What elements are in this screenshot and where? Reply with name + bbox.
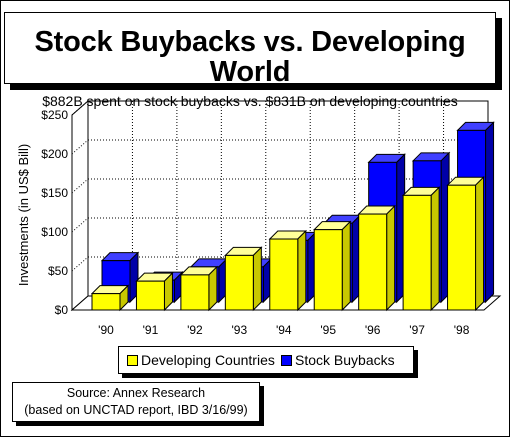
x-tick-label: '96 [365,323,381,337]
source-note: Source: Annex Research (based on UNCTAD … [12,382,260,422]
bar-developing-countries-3-side [252,246,262,312]
axes: $0 $50 $100 $150 $200 $250 '90 '91 '92 '93 '94 '95 '… [41,108,469,337]
bar-developing-countries-6-side [386,204,396,312]
bar-developing-countries-5-side [341,220,351,312]
x-tick-label: '90 [98,323,114,337]
legend-label-developing-countries: Developing Countries [141,352,275,368]
bar-developing-countries-8-front [447,184,477,311]
y-axis-label: Investments (in US$ Bill) [16,144,31,286]
bar-developing-countries-7-front [402,194,432,311]
bar-developing-countries-3 [224,246,263,312]
x-tick-label: '93 [232,323,248,337]
bars [90,121,495,312]
bar-stock-buybacks-8-side [485,121,495,304]
x-tick-label: '95 [320,323,336,337]
bar-developing-countries-6 [357,204,396,312]
bar-developing-countries-6-front [358,213,388,311]
grid-line-h-side [71,139,89,155]
left-wall [71,99,89,312]
source-line-1: Source: Annex Research [66,386,206,400]
y-tick-label: $250 [41,108,68,122]
x-tick-label: '91 [143,323,159,337]
bar-developing-countries-7-side [430,186,440,312]
bar-developing-countries-0-front [91,293,121,311]
chart-subtitle: $882B spent on stock buybacks vs. $831B … [42,93,458,109]
y-tick-label: $100 [41,225,68,239]
title-box: Stock Buybacks vs. Developing World $882… [4,12,496,109]
grid-line-h-side [71,217,89,233]
legend-label-stock-buybacks: Stock Buybacks [295,352,395,368]
bar-developing-countries-2-front [180,274,210,311]
legend-swatch-stock-buybacks [281,355,292,366]
bar-developing-countries-5-front [313,229,343,311]
bar-developing-countries-7 [401,186,441,312]
bar-developing-countries-2-side [208,265,218,312]
bar-developing-countries-8-side [475,175,485,312]
legend-swatch-developing-countries [127,355,138,366]
y-tick-label: $200 [41,147,68,161]
bar-developing-countries-2 [179,265,219,312]
bar-developing-countries-4-front [269,238,299,311]
bar-developing-countries-5 [313,220,352,312]
x-tick-label: '94 [276,323,292,337]
grid-line-h-side [71,256,89,272]
x-tick-label: '97 [409,323,425,337]
bar-developing-countries-4-side [297,229,307,312]
chart-title: Stock Buybacks vs. Developing World [34,26,466,88]
grid-line-h-side [71,100,89,116]
bar-developing-countries-0 [90,284,130,312]
x-tick-label: '98 [454,323,470,337]
bar-developing-countries-1-front [135,280,165,311]
bar-developing-countries-3-front [224,254,254,311]
y-tick-label: $150 [41,186,68,200]
legend: Developing Countries Stock Buybacks [118,346,414,374]
source-line-2: (based on UNCTAD report, IBD 3/16/99) [24,403,248,417]
bar-developing-countries-8 [446,175,485,312]
y-tick-label: $50 [48,264,68,278]
grid-line-h-side [71,178,89,194]
x-tick-label: '92 [187,323,203,337]
y-tick-label: $0 [55,303,69,317]
bar-developing-countries-1 [135,271,174,312]
bar-developing-countries-4 [268,229,307,312]
